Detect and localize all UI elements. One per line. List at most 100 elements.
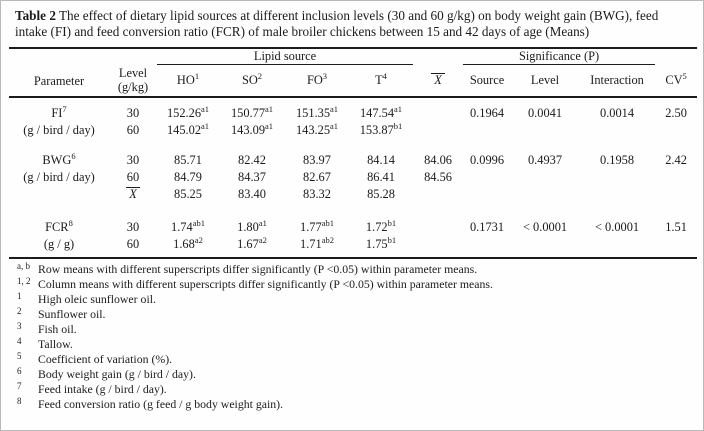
cv-cell: 2.42 (665, 152, 687, 167)
footnote-row-superscripts: a, b Row means with different superscript… (17, 260, 693, 277)
col-header-source: Source (463, 64, 512, 98)
mean-cell (413, 186, 463, 203)
footnote-marker: 1, 2 (17, 275, 31, 286)
ho-cell: 84.79 (174, 169, 202, 184)
mean-cell: 84.56 (424, 169, 452, 184)
cv-cell (655, 186, 697, 203)
p-interaction-cell (579, 186, 655, 203)
p-source-cell: 0.1964 (469, 105, 505, 120)
ho-cell: 145.02a1 (166, 121, 210, 137)
p-source-cell: 0.0996 (469, 152, 505, 167)
footnote-text: Feed intake (g / bird / day). (38, 381, 167, 396)
parameter-unit: (g / bird / day) (23, 169, 95, 184)
footnote-marker: 5 (17, 350, 22, 361)
footnote-marker: a, b (17, 260, 30, 271)
footnote-marker: 1 (17, 290, 22, 301)
superscript: a2 (258, 235, 267, 245)
xbar-symbol: X (126, 187, 140, 201)
col-header-cv: CV5 (655, 64, 698, 98)
spacer-row (9, 139, 697, 152)
footnote-text: Tallow. (38, 336, 73, 351)
t-cell: 86.41 (367, 169, 395, 184)
parameter-name: BWG6 (42, 151, 76, 167)
bwg-row-30: BWG6 30 85.71 82.42 83.97 84.14 84.06 0.… (9, 152, 697, 169)
p-source-cell (463, 186, 511, 203)
caption-text: The effect of dietary lipid sources at d… (15, 8, 659, 40)
p-interaction-cell (579, 169, 655, 186)
spanner-blank-mean (413, 48, 463, 65)
col-header-mean: X (413, 64, 464, 98)
footnote-ho: 1 High oleic sunflower oil. (17, 290, 693, 307)
superscript: b1 (387, 218, 397, 228)
so-cell: 143.09a1 (230, 121, 274, 137)
superscript: a1 (265, 121, 274, 131)
caption-label: Table 2 (15, 8, 56, 23)
superscript: a1 (201, 104, 210, 114)
lipid-source-spanner: Lipid source (157, 47, 414, 66)
col-header-so: SO2 (219, 64, 285, 98)
level-cell: 30 (126, 219, 140, 234)
t-cell: 153.87b1 (359, 121, 403, 137)
col-header-level-p: Level (511, 64, 580, 98)
footnote-fo: 3 Fish oil. (17, 320, 693, 337)
footnotes: a, b Row means with different superscript… (17, 260, 693, 412)
t-cell: 85.28 (367, 186, 395, 201)
footnote-column-superscripts: 1, 2 Column means with different superscr… (17, 275, 693, 292)
p-interaction-cell: < 0.0001 (594, 219, 640, 234)
superscript: b1 (387, 235, 397, 245)
footnote-text: Fish oil. (38, 321, 77, 336)
footnote-marker: 3 (17, 320, 22, 331)
spacer-row (9, 97, 697, 105)
ho-cell: 1.74ab1 (171, 218, 205, 234)
superscript: a1 (330, 121, 339, 131)
t-cell: 84.14 (367, 152, 395, 167)
superscript: a1 (201, 121, 210, 131)
fo-cell: 82.67 (303, 169, 331, 184)
p-level-cell: < 0.0001 (522, 219, 568, 234)
spacer-row (9, 253, 697, 258)
fo-cell: 151.35a1 (295, 104, 339, 120)
superscript: 5 (682, 70, 687, 81)
level-cell: 60 (126, 122, 140, 137)
table-caption: Table 2 The effect of dietary lipid sour… (15, 8, 691, 41)
mean-cell (413, 219, 463, 236)
p-interaction-cell (579, 122, 655, 139)
fo-cell: 1.71ab2 (300, 235, 334, 251)
footnote-bwg: 6 Body weight gain (g / bird / day). (17, 366, 693, 382)
superscript: a1 (394, 104, 403, 114)
p-source-cell (463, 122, 511, 139)
superscript: ab1 (321, 218, 334, 228)
cv-cell (655, 122, 697, 139)
superscript: a1 (258, 218, 267, 228)
superscript: a2 (194, 235, 203, 245)
so-cell: 83.40 (238, 186, 266, 201)
p-level-cell (511, 122, 579, 139)
p-interaction-cell: 0.1958 (600, 152, 635, 167)
ho-cell: 152.26a1 (166, 104, 210, 120)
level-cell: 60 (126, 169, 140, 184)
header-row: Parameter Level (g/kg) HO1 SO2 FO3 T4 X S… (9, 64, 698, 98)
col-header-level: Level (g/kg) (109, 64, 157, 98)
fo-cell: 143.25a1 (295, 121, 339, 137)
level-cell: 30 (126, 152, 140, 167)
results-table: Lipid source Significance (P) Parameter … (9, 46, 698, 259)
significance-spanner: Significance (P) (463, 47, 656, 66)
bwg-row-60: (g / bird / day) 60 84.79 84.37 82.67 86… (9, 169, 697, 186)
mean-cell (413, 122, 463, 139)
level-cell: 30 (126, 105, 140, 120)
fo-cell: 1.77ab1 (300, 218, 334, 234)
t-cell: 147.54a1 (359, 104, 403, 120)
p-level-cell (511, 169, 579, 186)
superscript: 7 (62, 104, 67, 114)
p-interaction-cell (579, 236, 655, 253)
t-cell: 1.72b1 (365, 218, 397, 234)
footnote-so: 2 Sunflower oil. (17, 306, 693, 322)
footnote-marker: 8 (17, 395, 22, 406)
col-header-parameter: Parameter (9, 64, 109, 98)
superscript: 3 (322, 70, 328, 81)
so-cell: 82.42 (238, 152, 266, 167)
footnote-marker: 7 (17, 380, 22, 391)
p-level-cell (511, 236, 579, 253)
ho-cell: 85.71 (174, 152, 202, 167)
spanner-blank-left (9, 48, 157, 65)
